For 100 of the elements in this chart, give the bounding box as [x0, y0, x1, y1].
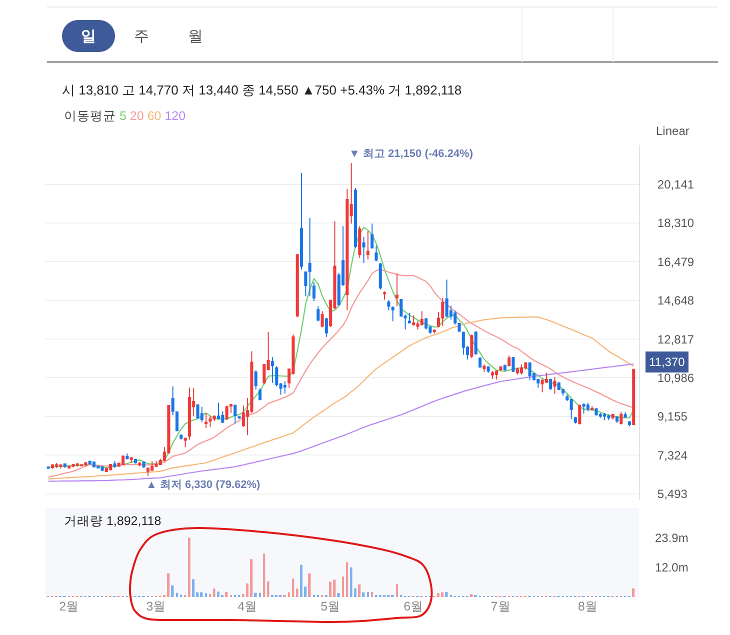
candlestick: [574, 416, 578, 424]
text: Linear: [656, 124, 690, 138]
candlestick: [142, 461, 146, 468]
candlestick: [570, 398, 573, 420]
candlestick: [391, 306, 394, 322]
candlestick: [549, 378, 552, 390]
annotation: ▼ 최고 21,150 (-46.24%): [349, 148, 474, 160]
y-tick-label: 18,310: [657, 216, 694, 230]
candlestick: [470, 334, 474, 358]
bar: [371, 592, 374, 597]
bar: [167, 573, 170, 597]
bar: [288, 592, 290, 597]
candlestick: [216, 402, 220, 420]
candlestick: [482, 364, 486, 373]
bar: [217, 592, 220, 597]
candlestick: [126, 453, 129, 460]
candlestick: [229, 404, 232, 414]
candlestick: [358, 226, 362, 258]
candlestick: [366, 230, 370, 260]
candlestick: [200, 406, 204, 423]
bar: [254, 592, 257, 597]
candlestick: [474, 330, 478, 356]
candlestick: [508, 354, 511, 367]
candlestick: [628, 420, 631, 427]
candlestick: [109, 463, 112, 472]
bar: [171, 585, 174, 597]
bar: [342, 576, 344, 597]
bar: [358, 584, 361, 597]
text: 5: [119, 109, 126, 123]
candlestick: [586, 402, 590, 412]
bar: [632, 588, 635, 597]
bar: [296, 588, 298, 597]
bar: [188, 538, 190, 597]
text: 20: [130, 109, 144, 123]
bar: [213, 588, 216, 597]
candlestick: [96, 465, 100, 470]
candlestick: [524, 362, 528, 370]
candlestick: [225, 405, 228, 421]
y-tick-label: 10,986: [657, 370, 694, 385]
candlestick: [312, 282, 316, 302]
candlestick: [578, 404, 582, 426]
candlestick: [374, 245, 378, 262]
candlestick: [55, 462, 58, 469]
candlestick: [520, 364, 524, 375]
x-tick-label: 5월: [320, 600, 341, 614]
candlestick: [188, 387, 191, 440]
candlestick: [50, 464, 54, 470]
x-tick-label: 2월: [59, 600, 80, 614]
candlestick: [354, 187, 358, 248]
candlestick: [72, 464, 75, 468]
x-tick-label: 4월: [238, 600, 258, 614]
candlestick: [270, 356, 274, 384]
candlestick: [254, 370, 258, 390]
bar: [176, 592, 178, 597]
candlestick: [234, 404, 237, 424]
candlestick: [208, 416, 212, 428]
candlestick: [92, 461, 96, 468]
candlestick: [603, 412, 606, 421]
candlestick: [196, 404, 200, 420]
bar: [292, 578, 294, 597]
bar: [225, 592, 228, 597]
bar: [346, 562, 348, 597]
candlestick: [387, 300, 390, 311]
text: 60: [147, 109, 162, 123]
chart-title: 시 13,810 고 14,770 저 13,440 종 14,550 ▲750 +5.43% 거 1,892,118: [62, 82, 462, 98]
bar: [300, 564, 302, 597]
candlestick: [320, 310, 324, 328]
y-tick-label: 7,324: [657, 448, 688, 462]
bar: [396, 584, 398, 597]
bar: [329, 582, 332, 597]
candlestick: [441, 297, 444, 326]
bar: [192, 579, 195, 597]
y-tick-label: 14,648: [657, 294, 694, 308]
candlestick: [184, 438, 187, 448]
y-tick-label: 5,493: [657, 487, 688, 502]
candlestick: [84, 462, 88, 467]
text: 일: [81, 28, 96, 45]
candlestick: [296, 254, 299, 318]
candlestick: [378, 262, 382, 290]
text: 120: [164, 109, 186, 123]
y-tick-label: 23.9m: [655, 531, 688, 546]
candlestick: [598, 412, 602, 418]
candlestick: [615, 416, 619, 424]
bar: [437, 593, 440, 597]
candlestick: [503, 364, 506, 372]
candlestick: [316, 306, 320, 322]
candlestick: [134, 458, 138, 464]
candlestick: [88, 460, 92, 465]
bar: [205, 593, 207, 597]
bar: [250, 559, 253, 597]
bar: [263, 553, 266, 597]
y-tick-label: 12,817: [657, 332, 694, 346]
y-tick-label: 9,155: [657, 410, 688, 424]
candlestick: [80, 464, 84, 467]
candlestick: [420, 310, 424, 326]
candlestick: [76, 462, 79, 468]
legend-title: 이동평균: [64, 109, 116, 123]
bar: [441, 592, 444, 597]
candlestick: [512, 356, 515, 373]
candlestick: [594, 407, 598, 416]
